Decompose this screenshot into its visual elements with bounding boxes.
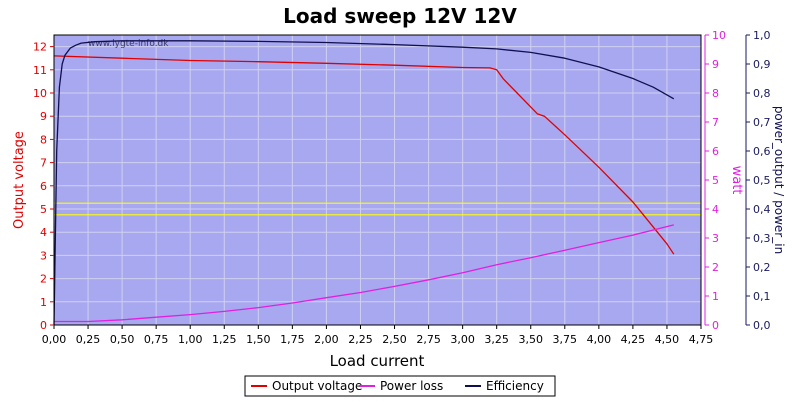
- x-tick-label: 2,25: [348, 333, 373, 346]
- left-tick-label: 10: [33, 87, 47, 100]
- right-efficiency-axis: 0,0 0,1 0,2 0,3 0,4 0,5 0,6 0,7 0,8 0,9 1,0: [745, 29, 771, 332]
- right2-tick-label: 0,5: [753, 174, 771, 187]
- right1-tick-label: 5: [712, 174, 719, 187]
- x-tick-label: 1,50: [246, 333, 271, 346]
- plot-frame: [53, 34, 702, 326]
- right1-tick-label: 6: [712, 145, 719, 158]
- left-tick-label: 7: [40, 157, 47, 170]
- left-tick-label: 6: [40, 180, 47, 193]
- right1-axis-label: watt: [729, 166, 744, 195]
- x-tick-label: 2,00: [314, 333, 339, 346]
- right1-tick-label: 9: [712, 58, 719, 71]
- legend-item-label: Power loss: [380, 379, 443, 393]
- x-tick-label: 0,75: [144, 333, 169, 346]
- left-tick-label: 9: [40, 110, 47, 123]
- x-axis: 0,00 0,25 0,50 0,75 1,00 1,25 1,50 1,75 2,00 2,25…: [42, 325, 714, 346]
- left-tick-label: 8: [40, 133, 47, 146]
- x-tick-label: 3,75: [553, 333, 578, 346]
- left-tick-label: 5: [40, 203, 47, 216]
- right2-tick-label: 0,1: [753, 290, 771, 303]
- right2-tick-label: 0,0: [753, 319, 771, 332]
- grid-lines: [53, 35, 702, 326]
- x-tick-label: 0,25: [76, 333, 101, 346]
- right1-tick-label: 7: [712, 116, 719, 129]
- x-tick-label: 0,00: [42, 333, 67, 346]
- right1-tick-label: 10: [712, 29, 726, 42]
- right2-tick-label: 1,0: [753, 29, 771, 42]
- right2-tick-label: 0,7: [753, 116, 771, 129]
- x-tick-label: 1,00: [178, 333, 203, 346]
- x-tick-label: 1,75: [280, 333, 305, 346]
- right2-tick-label: 0,4: [753, 203, 771, 216]
- x-tick-label: 3,50: [518, 333, 543, 346]
- x-tick-label: 1,25: [212, 333, 237, 346]
- left-tick-label: 3: [40, 249, 47, 262]
- watermark: www.lygte-info.dk: [88, 39, 169, 49]
- x-tick-label: 2,75: [416, 333, 441, 346]
- right2-tick-label: 0,6: [753, 145, 771, 158]
- x-tick-label: 4,25: [621, 333, 646, 346]
- x-tick-label: 2,50: [382, 333, 407, 346]
- right2-tick-label: 0,8: [753, 87, 771, 100]
- left-tick-label: 11: [33, 64, 47, 77]
- right-watt-axis: 0 1 2 3 4 5 6 7 8 9 10: [704, 29, 726, 332]
- x-axis-label: Load current: [330, 352, 425, 370]
- right2-tick-label: 0,2: [753, 261, 771, 274]
- right1-tick-label: 1: [712, 290, 719, 303]
- series-efficiency: [53, 40, 675, 326]
- x-tick-label: 0,50: [110, 333, 135, 346]
- left-tick-label: 12: [33, 41, 47, 54]
- plot-area: [54, 35, 701, 325]
- left-tick-label: 4: [40, 226, 47, 239]
- left-tick-label: 2: [40, 273, 47, 286]
- right2-tick-label: 0,3: [753, 232, 771, 245]
- chart-title: Load sweep 12V 12V: [283, 4, 517, 28]
- left-tick-label: 1: [40, 296, 47, 309]
- right2-tick-label: 0,9: [753, 58, 771, 71]
- series-lines: [53, 40, 675, 326]
- right1-tick-label: 4: [712, 203, 719, 216]
- x-tick-label: 4,00: [587, 333, 612, 346]
- reference-lines: [54, 202, 701, 216]
- right1-tick-label: 3: [712, 232, 719, 245]
- legend-item-label: Efficiency: [486, 379, 544, 393]
- series-output-voltage: [53, 55, 675, 255]
- x-tick-label: 4,50: [655, 333, 680, 346]
- left-tick-label: 0: [40, 319, 47, 332]
- legend-box: [244, 375, 556, 397]
- legend-item-label: Output voltage: [272, 379, 362, 393]
- series-power-loss: [54, 224, 674, 323]
- left-axis-label: Output voltage: [12, 131, 27, 229]
- right1-tick-label: 8: [712, 87, 719, 100]
- legend: Output voltage Power loss Efficiency: [244, 375, 556, 397]
- right1-tick-label: 2: [712, 261, 719, 274]
- x-tick-label: 3,00: [450, 333, 475, 346]
- right2-axis-label: power_output / power_in: [772, 106, 786, 254]
- right1-tick-label: 0: [712, 319, 719, 332]
- x-tick-label: 3,25: [484, 333, 509, 346]
- x-tick-label: 4,75: [689, 333, 714, 346]
